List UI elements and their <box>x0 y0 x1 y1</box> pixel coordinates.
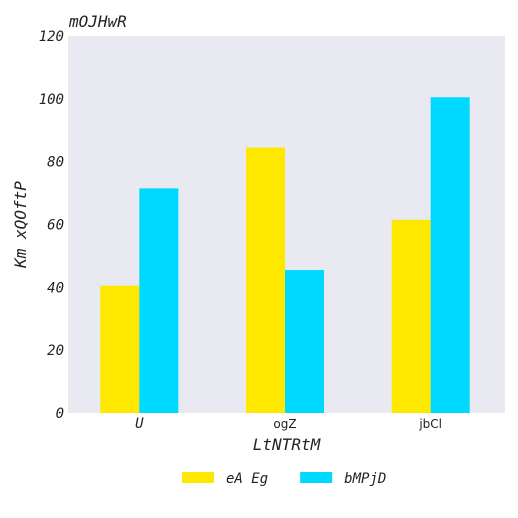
x-tick-label: ogZ <box>273 417 296 431</box>
y-tick-label: 0 <box>56 406 64 422</box>
y-tick-label: 40 <box>47 280 64 296</box>
bar-2-1 <box>139 188 179 413</box>
y-tick-label: 120 <box>39 29 64 45</box>
y-tick-label: 100 <box>39 92 64 108</box>
y-axis-label: Km xQOftP <box>11 181 30 269</box>
y-axis-ticks: 0 20 40 60 80 100 120 <box>39 29 64 422</box>
legend-label-2: bMPjD <box>344 471 386 487</box>
x-tick-label: jbCl <box>418 417 442 431</box>
y-tick-label: 20 <box>47 343 64 359</box>
y-tick-label: 60 <box>47 218 64 234</box>
legend-swatch-1 <box>182 472 214 483</box>
bars <box>100 97 470 413</box>
x-tick-label: U <box>135 416 144 432</box>
y-tick-label: 80 <box>47 155 64 171</box>
bar-1-3 <box>391 219 431 413</box>
bar-1-2 <box>246 147 285 413</box>
legend-label-1: eA Eg <box>226 471 268 487</box>
legend-swatch-2 <box>300 472 333 483</box>
chart-title: mOJHwR <box>68 12 127 31</box>
bar-1-1 <box>100 285 140 413</box>
legend: eA Eg bMPjD <box>182 471 386 487</box>
x-axis-label: LtNTRtM <box>253 435 322 454</box>
bar-2-3 <box>430 97 470 413</box>
bar-2-2 <box>285 270 324 413</box>
